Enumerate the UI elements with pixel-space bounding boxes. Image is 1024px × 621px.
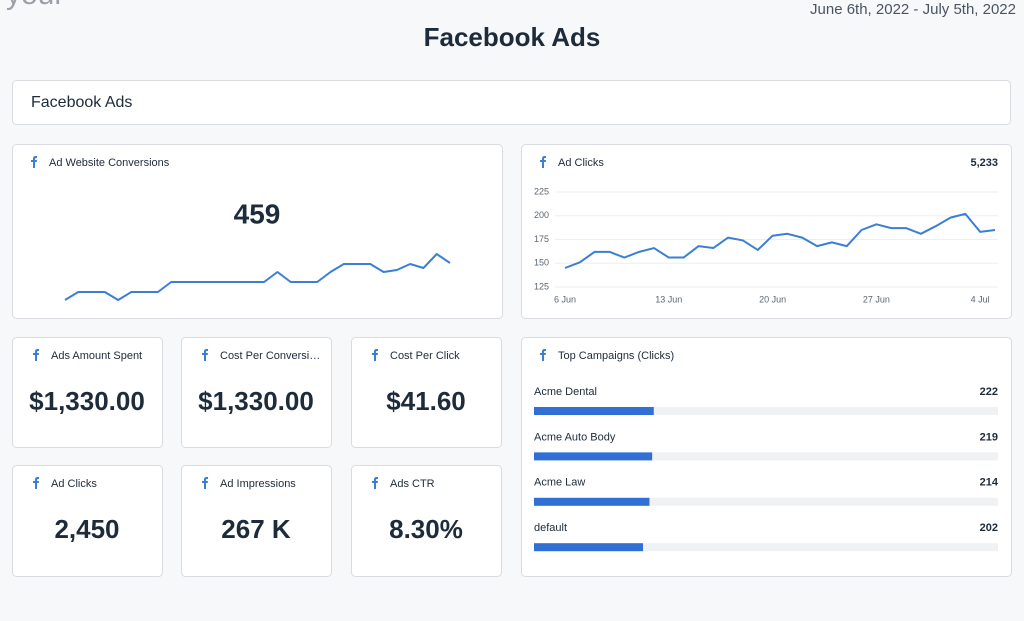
card-title: Ads CTR <box>390 478 435 490</box>
campaign-name: Acme Auto Body <box>534 431 616 443</box>
campaign-value: 222 <box>980 386 998 398</box>
bar <box>534 452 653 461</box>
date-range: June 6th, 2022 - July 5th, 2022 <box>810 1 1016 18</box>
kpi-value: $1,330.00 <box>29 386 145 416</box>
line <box>64 253 451 301</box>
facebook-icon <box>372 349 378 361</box>
campaign-value: 214 <box>980 477 999 489</box>
card <box>521 144 1012 319</box>
campaign-value: 219 <box>980 431 998 443</box>
campaign-value: 202 <box>980 522 998 534</box>
x-tick-label: 13 Jun <box>655 294 682 304</box>
card-title: Ad Clicks <box>558 157 604 169</box>
page-title: Facebook Ads <box>424 22 601 52</box>
y-tick-label: 225 <box>534 186 549 196</box>
card <box>351 337 502 448</box>
facebook-icon <box>31 156 37 168</box>
card <box>181 337 332 448</box>
card <box>181 465 332 577</box>
kpi-value: 8.30% <box>389 514 463 544</box>
card-title: Ad Website Conversions <box>49 157 170 169</box>
x-tick-label: 6 Jun <box>554 294 576 304</box>
y-tick-label: 200 <box>534 210 549 220</box>
bar <box>534 497 650 506</box>
card <box>12 144 503 319</box>
big-number: 459 <box>234 198 281 229</box>
kpi-value: 2,450 <box>54 514 119 544</box>
facebook-icon <box>202 477 208 489</box>
card-title: Ads Amount Spent <box>51 350 142 362</box>
facebook-icon <box>540 349 546 361</box>
y-tick-label: 150 <box>534 258 549 268</box>
bar-track <box>534 452 998 461</box>
bar-track <box>534 407 998 415</box>
facebook-icon <box>33 349 39 361</box>
x-tick-label: 27 Jun <box>863 294 890 304</box>
facebook-icon <box>33 477 39 489</box>
card-title: Cost Per Conversi… <box>220 350 320 362</box>
kpi-value: $1,330.00 <box>198 386 314 416</box>
line <box>564 212 996 269</box>
bar <box>534 407 654 415</box>
card <box>12 337 163 448</box>
campaign-name: Acme Law <box>534 477 585 489</box>
card-title: Top Campaigns (Clicks) <box>558 350 674 362</box>
x-tick-label: 20 Jun <box>759 294 786 304</box>
campaign-name: default <box>534 522 567 534</box>
card-title: Ad Clicks <box>51 478 97 490</box>
card-title: Cost Per Click <box>390 350 460 362</box>
facebook-icon <box>202 349 208 361</box>
card <box>351 465 502 577</box>
bar-track <box>534 543 998 552</box>
card-total: 5,233 <box>970 157 998 169</box>
facebook-icon <box>540 156 546 168</box>
section-title: Facebook Ads <box>31 94 132 111</box>
logo: your <box>6 0 64 11</box>
y-tick-label: 125 <box>534 281 549 291</box>
kpi-value: $41.60 <box>386 386 466 416</box>
bar-track <box>534 497 998 506</box>
facebook-icon <box>372 477 378 489</box>
x-tick-label: 4 Jul <box>971 294 990 304</box>
section-bar <box>12 80 1011 125</box>
y-tick-label: 175 <box>534 234 549 244</box>
campaign-name: Acme Dental <box>534 386 597 398</box>
bar <box>534 543 643 552</box>
card <box>12 465 163 577</box>
kpi-value: 267 K <box>221 514 291 544</box>
card-title: Ad Impressions <box>220 478 296 490</box>
